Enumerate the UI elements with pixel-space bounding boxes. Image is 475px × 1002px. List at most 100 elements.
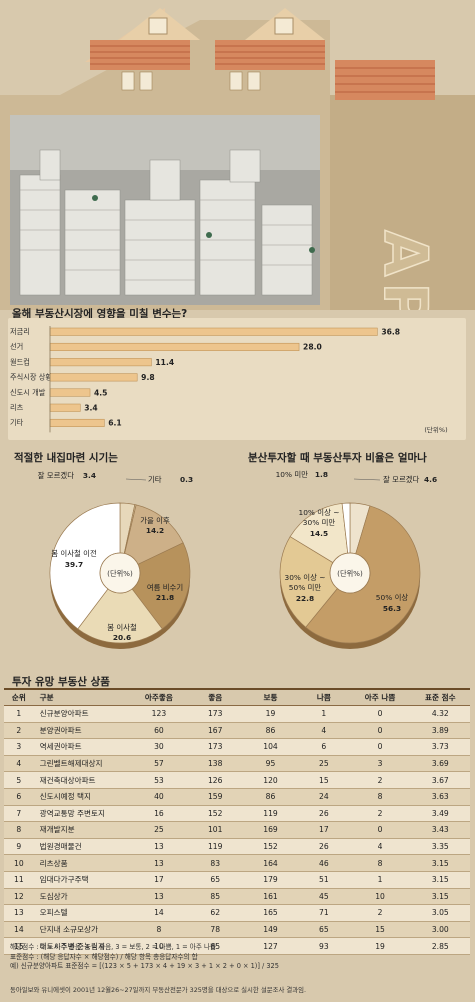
table-cell: 13: [130, 838, 188, 856]
table-cell: 71: [298, 904, 350, 922]
pie-label: 14.2: [146, 526, 164, 535]
table-cell: 173: [187, 738, 243, 756]
table-cell: 리츠상품: [33, 854, 131, 872]
table-cell: 역세권아파트: [33, 738, 131, 756]
bar: [49, 373, 138, 382]
bar-value-label: 4.5: [94, 388, 107, 397]
table-cell: 재건축대상아파트: [33, 771, 131, 789]
bar-category-label: 선거: [10, 342, 23, 351]
table-cell: 53: [130, 771, 188, 789]
table-cell: 26: [298, 805, 350, 823]
col-category: 구분: [33, 688, 131, 706]
table-cell: 9: [4, 838, 34, 856]
pie-left-center-label: (단위%): [107, 569, 133, 578]
table-cell: 재개발지분: [33, 821, 131, 839]
table-cell: 19: [242, 705, 299, 723]
table-cell: 3.73: [410, 738, 470, 756]
bar-unit-label: (단위%): [424, 425, 447, 434]
pie-label: 잘 모르겠다: [383, 475, 420, 484]
pie-label: 21.8: [156, 593, 174, 602]
table-cell: 65: [298, 921, 350, 939]
table-row: 8 재개발지분 25 101 169 17 0 3.43: [4, 821, 470, 839]
table-row: 3 역세권아파트 30 173 104 6 0 3.73: [4, 738, 470, 756]
table-cell: 119: [187, 838, 243, 856]
table-cell: 신도시예정 택지: [33, 788, 131, 806]
table-cell: 93: [298, 937, 350, 955]
col-very-bad: 아주 나쁨: [349, 688, 411, 706]
table-row: 5 재건축대상아파트 53 126 120 15 2 3.67: [4, 771, 470, 789]
table-cell: 3.00: [410, 921, 470, 939]
table-cell: 40: [130, 788, 188, 806]
table-cell: 161: [242, 888, 299, 906]
table-cell: 0: [349, 821, 411, 839]
table-cell: 179: [242, 871, 299, 889]
table-cell: 임대다가구주택: [33, 871, 131, 889]
table-cell: 1: [349, 871, 411, 889]
table-cell: 85: [187, 888, 243, 906]
bar-value-label: 6.1: [108, 419, 121, 428]
table-header-row: 순위 구분 아주좋음 좋음 보통 나쁨 아주 나쁨 표준 점수: [4, 688, 470, 706]
table-row: 13 오피스텔 14 62 165 71 2 3.05: [4, 904, 470, 922]
col-good: 좋음: [187, 688, 243, 706]
table-cell: 173: [187, 705, 243, 723]
table-row: 11 임대다가구주택 17 65 179 51 1 3.15: [4, 871, 470, 889]
table-cell: 2: [349, 805, 411, 823]
table-cell: 1: [298, 705, 350, 723]
ranking-table-wrap: 순위 구분 아주좋음 좋음 보통 나쁨 아주 나쁨 표준 점수 1 신규분양아파트…: [4, 688, 470, 955]
table-cell: 127: [242, 937, 299, 955]
table-row: 7 광역교통망 주변토지 16 152 119 26 2 3.49: [4, 805, 470, 823]
table-cell: 101: [187, 821, 243, 839]
table-cell: 104: [242, 738, 299, 756]
table-cell: 19: [349, 937, 411, 955]
pie-label: 잘 모르겠다: [38, 471, 75, 480]
bar-category-label: 월드컵: [10, 357, 30, 366]
pie-label: 10% 이상 ~: [299, 508, 340, 517]
table-cell: 126: [187, 771, 243, 789]
table-row: 12 도심상가 13 85 161 45 10 3.15: [4, 888, 470, 906]
table-cell: 3.43: [410, 821, 470, 839]
table-cell: 30: [130, 738, 188, 756]
table-cell: 4.32: [410, 705, 470, 723]
table-cell: 83: [187, 854, 243, 872]
pie-label: 30% 이상 ~: [285, 573, 326, 582]
table-cell: 164: [242, 854, 299, 872]
pie-label: 10% 미만: [276, 470, 309, 479]
table-cell: 3: [4, 738, 34, 756]
bar-category-label: 저금리: [10, 327, 30, 336]
pie-right-hole: [329, 552, 371, 594]
bar-value-label: 11.4: [155, 358, 174, 367]
table-cell: 60: [130, 722, 188, 740]
table-cell: 도심상가: [33, 888, 131, 906]
bar-chart: 저금리 36.8 선거 28.0 월드컵 11.4 주식시장 상황 9.8 신도시 개발 4.5 리…: [10, 326, 448, 434]
table-cell: 120: [242, 771, 299, 789]
table-cell: 5: [4, 771, 34, 789]
table-cell: 3.15: [410, 854, 470, 872]
pie-label: 봄 이사철 이전: [51, 549, 97, 558]
table-cell: 6: [4, 788, 34, 806]
pie-right-center-label: (단위%): [337, 569, 363, 578]
table-cell: 신규분양아파트: [33, 705, 131, 723]
table-cell: 8: [4, 821, 34, 839]
pie-label: 여름 비수기: [147, 583, 183, 592]
pie-label: 20.6: [113, 633, 131, 642]
table-cell: 152: [187, 805, 243, 823]
table-cell: 2: [349, 771, 411, 789]
table-row: 4 그린벨트해제대상지 57 138 95 25 3 3.69: [4, 755, 470, 773]
bar: [49, 403, 81, 412]
table-cell: 2.85: [410, 937, 470, 955]
pie-label: 기타: [148, 475, 162, 484]
pie-label: 22.8: [296, 594, 314, 603]
note-line: 표준점수 : (해당 응답자수 × 해당점수) / 해당 항목 총응답자수의 합: [10, 952, 198, 961]
table-cell: 3.15: [410, 888, 470, 906]
col-bad: 나쁨: [298, 688, 350, 706]
table-row: 10 리츠상품 13 83 164 46 8 3.15: [4, 854, 470, 872]
bar-value-label: 28.0: [303, 343, 322, 352]
table-cell: 대도시주변 준농림지: [33, 937, 131, 955]
table-cell: 8: [130, 921, 188, 939]
bar-category-label: 주식시장 상황: [10, 373, 52, 382]
col-score: 표준 점수: [410, 688, 470, 706]
table-cell: 3.05: [410, 904, 470, 922]
table-cell: 15: [4, 937, 34, 955]
